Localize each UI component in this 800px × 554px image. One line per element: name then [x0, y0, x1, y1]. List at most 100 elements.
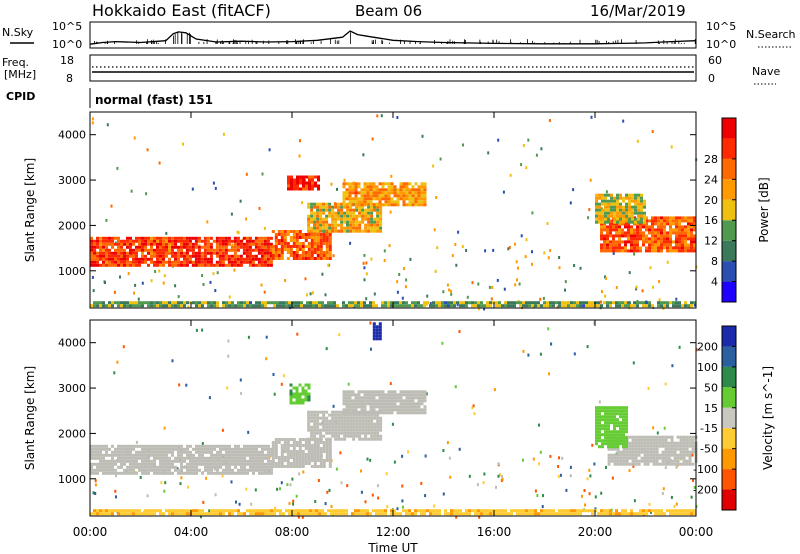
region-cell — [646, 453, 650, 457]
region-cell — [313, 410, 317, 414]
region-cell — [195, 462, 198, 466]
region-cell — [354, 197, 358, 201]
region-cell — [270, 450, 273, 454]
scatter-point — [292, 502, 295, 506]
region-cell — [290, 187, 293, 191]
scatter-point — [436, 246, 439, 250]
region-cell — [243, 471, 246, 475]
region-cell — [264, 453, 267, 457]
region-cell — [135, 260, 138, 264]
region-cell — [135, 450, 138, 454]
region-cell — [471, 304, 474, 308]
region-cell — [643, 438, 647, 442]
region-cell — [369, 194, 373, 198]
region-cell — [322, 416, 326, 420]
region-cell — [102, 242, 105, 246]
region-cell — [162, 242, 165, 246]
region-cell — [673, 453, 677, 457]
region-cell — [351, 405, 355, 409]
region-cell — [286, 462, 290, 465]
region-cell — [619, 421, 622, 425]
region-cell — [637, 459, 641, 463]
region-cell — [567, 512, 570, 516]
region-cell — [216, 456, 219, 460]
region-cell — [174, 509, 177, 513]
region-cell — [282, 512, 285, 516]
region-cell — [616, 439, 619, 443]
region-cell — [156, 447, 159, 451]
region-cell — [305, 187, 308, 191]
region-cell — [216, 465, 219, 469]
region-cell — [301, 438, 305, 441]
region-cell — [325, 437, 329, 441]
region-cell — [249, 462, 252, 466]
region-cell — [510, 304, 513, 308]
scatter-point — [518, 282, 521, 286]
region-cell — [396, 203, 400, 207]
region-cell — [649, 453, 653, 457]
region-cell — [307, 223, 311, 227]
region-cell — [354, 509, 357, 513]
region-cell — [366, 182, 370, 186]
region-cell — [279, 304, 282, 308]
region-cell — [603, 509, 606, 513]
scatter-point — [635, 285, 638, 289]
region-cell — [257, 251, 261, 255]
region-cell — [153, 260, 156, 264]
region-cell — [183, 257, 186, 261]
scatter-point — [439, 157, 442, 161]
region-cell — [144, 468, 147, 472]
region-cell — [328, 450, 332, 453]
region-cell — [510, 509, 513, 513]
region-cell — [615, 240, 618, 244]
region-cell — [237, 447, 240, 451]
region-cell — [138, 242, 141, 246]
region-cell — [141, 465, 144, 469]
region-cell — [690, 219, 693, 223]
region-cell — [168, 248, 171, 252]
region-cell — [405, 408, 409, 412]
region-cell — [622, 433, 625, 437]
region-cell — [672, 304, 675, 308]
region-cell — [298, 459, 302, 462]
region-cell — [135, 512, 138, 516]
region-cell — [345, 304, 348, 308]
region-cell — [420, 203, 424, 207]
region-cell — [619, 202, 622, 206]
region-cell — [216, 301, 219, 305]
region-cell — [495, 304, 498, 308]
region-cell — [378, 203, 382, 207]
region-cell — [264, 465, 267, 469]
region-cell — [615, 512, 618, 516]
region-cell — [612, 249, 615, 253]
scatter-point — [675, 297, 678, 301]
region-cell — [188, 260, 192, 264]
region-cell — [346, 419, 350, 423]
region-cell — [147, 512, 150, 516]
region-cell — [105, 471, 108, 475]
region-cell — [237, 304, 240, 308]
region-cell — [618, 249, 621, 253]
region-cell — [387, 194, 391, 198]
region-cell — [654, 512, 657, 516]
region-cell — [150, 257, 153, 261]
region-cell — [120, 459, 123, 463]
region-cell — [642, 509, 645, 513]
region-cell — [637, 453, 641, 457]
region-cell — [337, 422, 341, 426]
region-cell — [673, 459, 677, 463]
region-cell — [274, 242, 278, 245]
region-cell — [236, 263, 240, 267]
region-cell — [261, 512, 264, 516]
region-cell — [301, 389, 305, 393]
power-colorbar-tick-label: 28 — [704, 153, 718, 166]
region-cell — [651, 243, 654, 247]
region-cell — [298, 444, 302, 447]
region-cell — [117, 447, 120, 451]
region-cell — [678, 301, 681, 305]
region-cell — [120, 465, 123, 469]
region-cell — [135, 304, 138, 308]
scatter-point — [236, 230, 239, 234]
region-cell — [675, 509, 678, 513]
region-cell — [216, 468, 219, 472]
